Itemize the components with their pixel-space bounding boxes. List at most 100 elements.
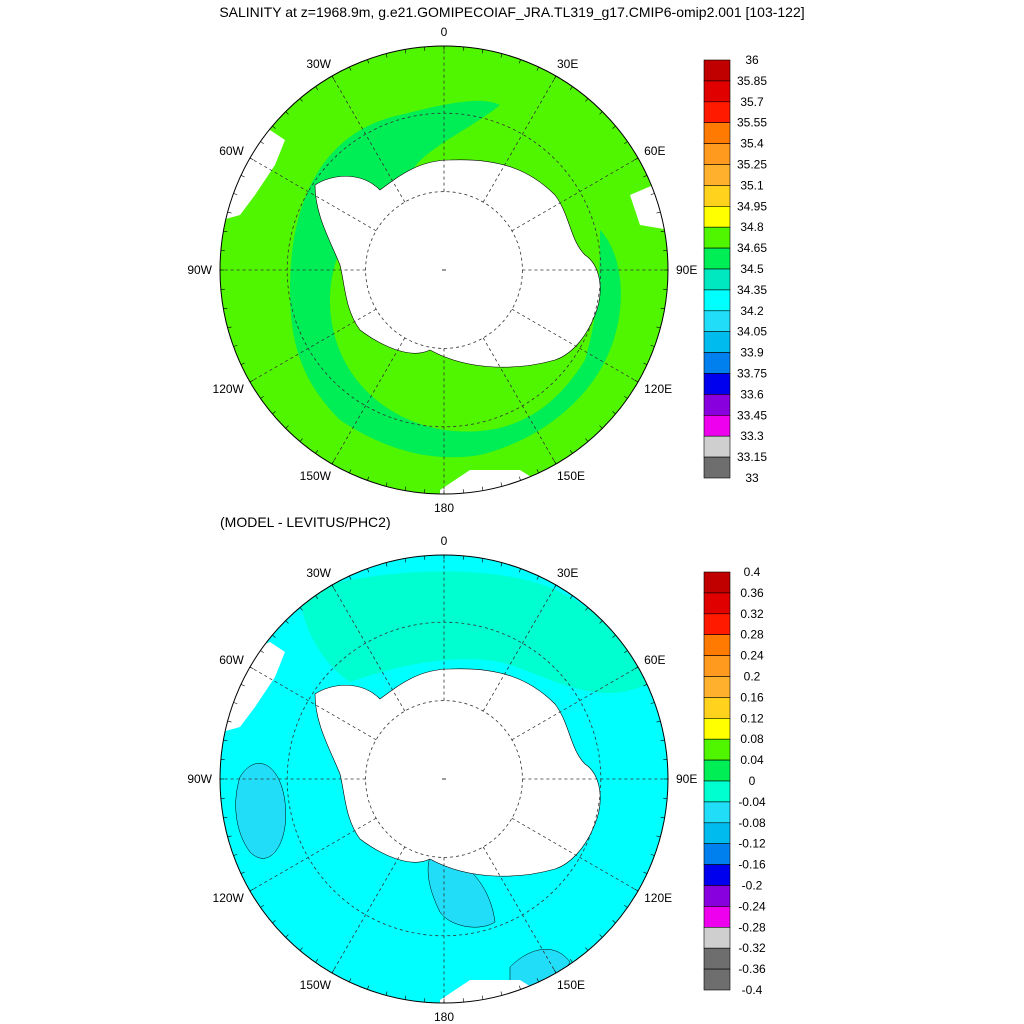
colorbar-box	[703, 414, 731, 437]
colorbar-label: 0.32	[740, 607, 764, 621]
colorbar-box	[703, 968, 731, 991]
edge-tick	[260, 904, 264, 908]
edge-tick	[624, 395, 628, 399]
edge-tick	[249, 888, 254, 892]
colorbar-label: 36	[745, 53, 759, 67]
longitude-label: 30E	[557, 566, 578, 580]
longitude-label: 60E	[644, 653, 665, 667]
longitude-label: 120E	[644, 382, 672, 396]
edge-tick	[634, 379, 639, 383]
edge-tick	[315, 959, 319, 963]
edge-tick	[612, 920, 616, 924]
edge-tick	[349, 978, 352, 983]
edge-tick	[481, 49, 484, 54]
edge-tick	[233, 853, 238, 856]
edge-tick	[599, 425, 603, 429]
edge-tick	[272, 920, 276, 924]
edge-tick	[612, 125, 616, 129]
meridian-line	[511, 817, 639, 892]
colorbar-label: 0.12	[740, 711, 764, 725]
edge-tick	[599, 620, 603, 624]
colorbar-label: 33.75	[737, 367, 767, 381]
edge-tick	[223, 739, 228, 742]
edge-tick	[660, 739, 665, 742]
edge-tick	[315, 450, 319, 454]
edge-tick	[656, 211, 661, 214]
colorbar-box	[703, 268, 731, 291]
longitude-label: 60E	[644, 144, 665, 158]
edge-tick	[260, 141, 264, 145]
edge-tick	[367, 568, 370, 573]
edge-tick	[223, 307, 228, 310]
bottom-antarctica-land	[314, 668, 601, 877]
colorbar-box	[703, 247, 731, 270]
colorbar-label: 35.55	[737, 116, 767, 130]
edge-tick	[404, 486, 407, 491]
edge-tick	[643, 362, 648, 365]
edge-tick	[285, 425, 289, 429]
colorbar-box	[703, 226, 731, 249]
edge-tick	[285, 111, 289, 115]
edge-tick	[643, 871, 648, 874]
edge-tick	[349, 469, 352, 474]
edge-tick	[367, 59, 370, 64]
edge-tick	[650, 193, 655, 196]
colorbar-label: 35.7	[740, 95, 764, 109]
colorbar-label: -0.36	[738, 962, 766, 976]
edge-tick	[367, 985, 370, 990]
longitude-label: 180	[434, 1010, 454, 1024]
longitude-label: 150E	[557, 469, 585, 483]
colorbar-label: 35.1	[740, 178, 764, 192]
colorbar-label: -0.08	[738, 816, 766, 830]
edge-tick	[585, 98, 589, 102]
colorbar-box	[703, 885, 731, 907]
edge-tick	[260, 395, 264, 399]
edge-tick	[518, 568, 521, 573]
edge-tick	[624, 904, 628, 908]
edge-tick	[240, 871, 245, 874]
meridian-line	[249, 308, 377, 383]
edge-tick	[536, 978, 539, 983]
longitude-label: 120E	[644, 891, 672, 905]
top-longitude-labels: 0 30E 60E 90E 120E 150E 180 150W 120W 90W 60W 30W	[187, 25, 697, 512]
edge-tick	[650, 853, 655, 856]
edge-tick	[233, 193, 238, 196]
colorbar-box	[703, 164, 731, 186]
colorbar-label: 34.65	[737, 241, 767, 255]
meridian-line	[249, 817, 377, 892]
edge-tick	[569, 450, 573, 454]
longitude-label: 90W	[187, 263, 212, 277]
colorbar-box	[703, 571, 731, 594]
edge-tick	[643, 175, 648, 178]
colorbar-box	[703, 906, 731, 928]
colorbar-box	[703, 718, 731, 740]
colorbar-box	[703, 947, 731, 970]
longitude-label: 90W	[187, 772, 212, 786]
edge-tick	[249, 666, 254, 670]
edge-tick	[569, 959, 573, 963]
edge-tick	[249, 379, 254, 383]
edge-tick	[656, 326, 661, 329]
colorbar-box	[703, 926, 731, 949]
colorbar-label: 33.9	[740, 346, 764, 360]
edge-tick	[660, 230, 665, 233]
longitude-label: 30W	[306, 57, 331, 71]
edge-tick	[223, 816, 228, 819]
edge-tick	[643, 684, 648, 687]
edge-tick	[272, 125, 276, 129]
edge-tick	[518, 59, 521, 64]
longitude-label: 30W	[306, 566, 331, 580]
edge-tick	[536, 575, 539, 580]
colorbar-box	[703, 759, 731, 782]
edge-tick	[272, 411, 276, 415]
colorbar-box	[703, 59, 731, 82]
edge-tick	[660, 307, 665, 310]
edge-tick	[569, 595, 573, 599]
colorbar-box	[703, 185, 731, 207]
colorbar-label: 35.25	[737, 158, 767, 172]
edge-tick	[553, 584, 557, 589]
meridian-line	[511, 308, 639, 383]
edge-tick	[227, 211, 232, 214]
edge-tick	[634, 157, 639, 161]
meridian-line	[249, 157, 377, 232]
